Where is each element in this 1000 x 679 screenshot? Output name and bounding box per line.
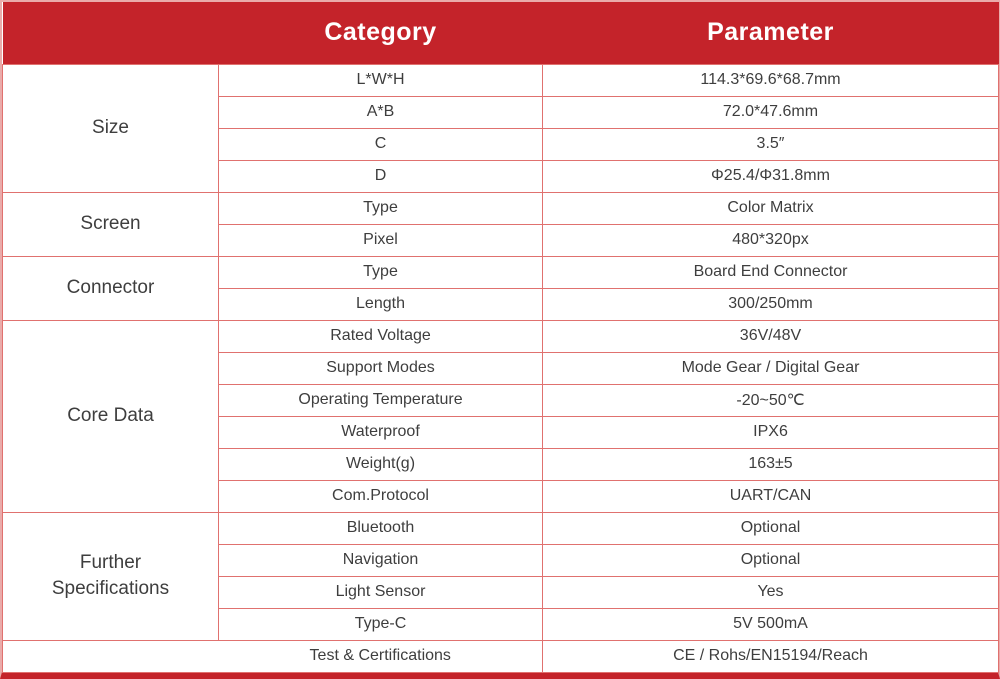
group-label-text: Core Data: [67, 405, 154, 427]
category-cell: A*B: [218, 95, 543, 129]
group-label-connector: Connector: [2, 255, 219, 321]
parameter-cell: 36V/48V: [542, 319, 999, 353]
table-header: Category Parameter: [2, 2, 999, 64]
group-label-screen: Screen: [2, 191, 219, 257]
category-cell: Operating Temperature: [218, 383, 543, 417]
group-label-text: Size: [92, 117, 129, 139]
header-blank-cell: [2, 2, 219, 64]
spec-row: C 3.5″: [3, 127, 999, 161]
parameter-cell: Optional: [542, 543, 999, 577]
category-cell: Type: [218, 191, 543, 225]
parameter-cell: 300/250mm: [542, 287, 999, 321]
category-cell: Support Modes: [218, 351, 543, 385]
spec-row: Length 300/250mm: [3, 287, 999, 321]
spec-row: Screen Type Color Matrix: [2, 191, 999, 257]
group-label-text: Connector: [66, 277, 155, 299]
group-label-further-specifications: Further Specifications: [2, 511, 219, 641]
group-label-size: Size: [2, 63, 219, 193]
parameter-cell: Φ25.4/Φ31.8mm: [542, 159, 999, 193]
parameter-cell: Yes: [542, 575, 999, 609]
footer-category-cell: Test & Certifications: [218, 639, 543, 673]
footer-parameter-cell: CE / Rohs/EN15194/Reach: [542, 639, 999, 673]
category-cell: Com.Protocol: [218, 479, 543, 513]
header-row: Category Parameter: [2, 2, 999, 64]
category-cell: Type: [218, 255, 543, 289]
spec-row: Type-C 5V 500mA: [3, 607, 999, 641]
parameter-cell: IPX6: [542, 415, 999, 449]
footer-row: Test & Certifications CE / Rohs/EN15194/…: [2, 639, 999, 673]
spec-row: A*B 72.0*47.6mm: [3, 95, 999, 129]
category-cell: Length: [218, 287, 543, 321]
parameter-cell: 163±5: [542, 447, 999, 481]
category-cell: Waterproof: [218, 415, 543, 449]
category-cell: C: [218, 127, 543, 161]
header-category: Category: [218, 2, 543, 64]
category-cell: Weight(g): [218, 447, 543, 481]
spec-row: Support Modes Mode Gear / Digital Gear: [3, 351, 999, 385]
category-cell: Pixel: [218, 223, 543, 257]
group-label-text: Screen: [80, 213, 141, 235]
spec-row: Operating Temperature -20~50℃: [3, 383, 999, 417]
spec-row: Size L*W*H 114.3*69.6*68.7mm: [2, 63, 999, 193]
parameter-cell: 5V 500mA: [542, 607, 999, 641]
spec-row: Further Specifications Bluetooth Optiona…: [2, 511, 999, 641]
parameter-cell: 3.5″: [542, 127, 999, 161]
group-label-core-data: Core Data: [2, 319, 219, 513]
parameter-cell: UART/CAN: [542, 479, 999, 513]
spec-row: Connector Type Board End Connector: [2, 255, 999, 321]
parameter-cell: Color Matrix: [542, 191, 999, 225]
footer-blank-cell: [2, 639, 219, 673]
category-cell: Rated Voltage: [218, 319, 543, 353]
category-cell: Type-C: [218, 607, 543, 641]
spec-row: D Φ25.4/Φ31.8mm: [3, 159, 999, 193]
spec-row: Waterproof IPX6: [3, 415, 999, 449]
group-label-text: Further Specifications: [51, 552, 170, 599]
spec-row: Com.Protocol UART/CAN: [3, 479, 999, 513]
category-cell: Navigation: [218, 543, 543, 577]
parameter-cell: Board End Connector: [542, 255, 999, 289]
parameter-cell: -20~50℃: [542, 383, 999, 417]
parameter-cell: 114.3*69.6*68.7mm: [542, 63, 999, 97]
category-cell: L*W*H: [218, 63, 543, 97]
spec-row: Navigation Optional: [3, 543, 999, 577]
spec-row: Weight(g) 163±5: [3, 447, 999, 481]
parameter-cell: Optional: [542, 511, 999, 545]
spec-row: Light Sensor Yes: [3, 575, 999, 609]
spec-row: Pixel 480*320px: [3, 223, 999, 257]
header-parameter: Parameter: [542, 2, 999, 64]
spec-row: Core Data Rated Voltage 36V/48V: [2, 319, 999, 513]
parameter-cell: 72.0*47.6mm: [542, 95, 999, 129]
category-cell: Bluetooth: [218, 511, 543, 545]
parameter-cell: 480*320px: [542, 223, 999, 257]
category-cell: Light Sensor: [218, 575, 543, 609]
category-cell: D: [218, 159, 543, 193]
parameter-cell: Mode Gear / Digital Gear: [542, 351, 999, 385]
